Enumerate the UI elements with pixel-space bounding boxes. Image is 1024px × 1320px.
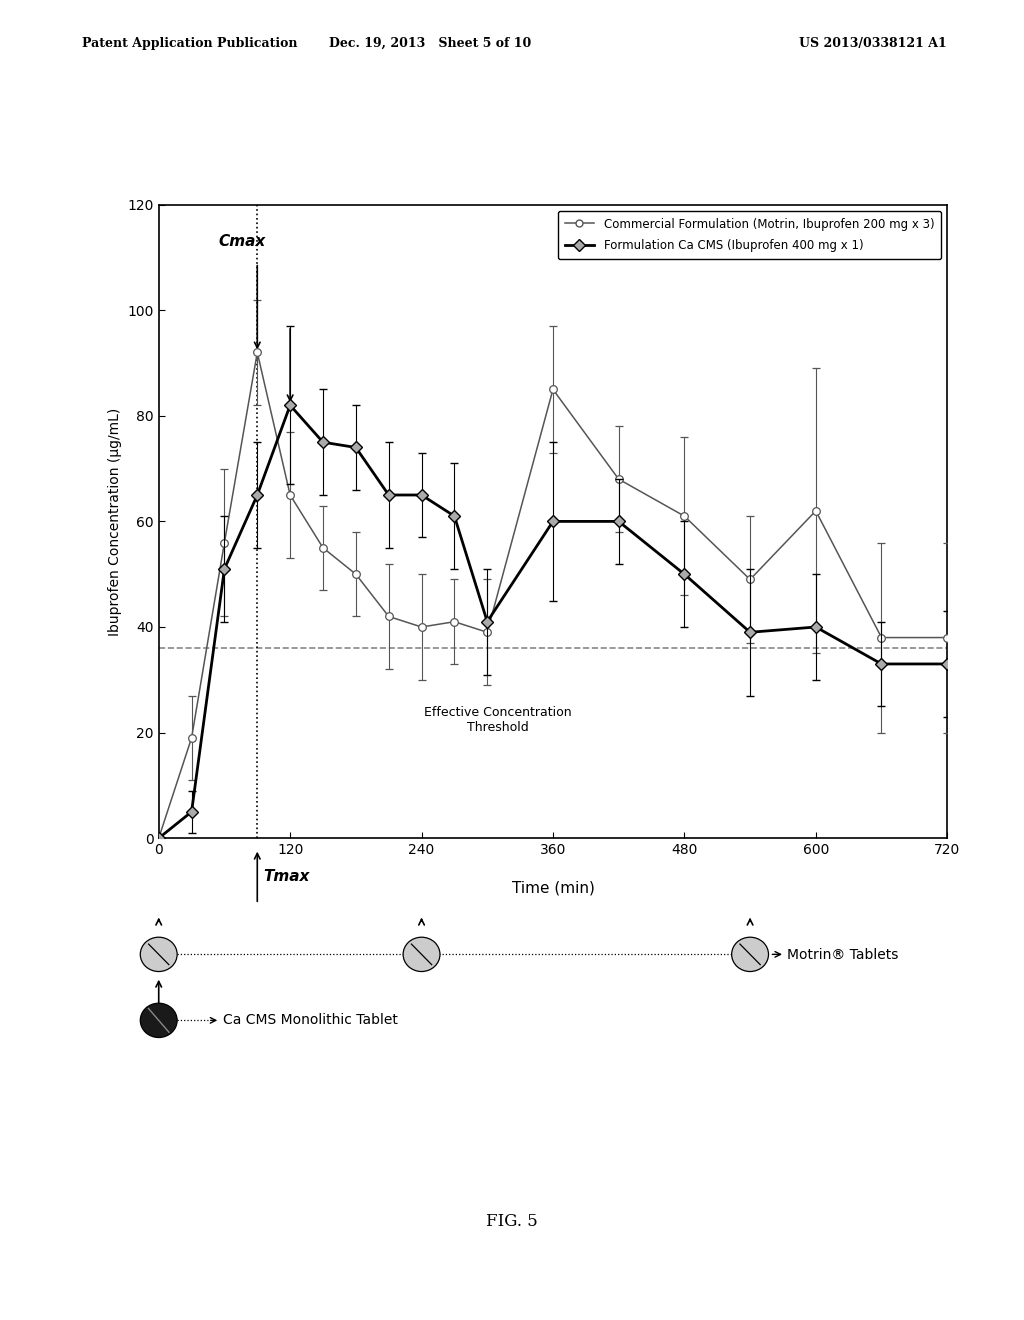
Text: Tmax: Tmax — [263, 869, 310, 884]
Legend: Commercial Formulation (Motrin, Ibuprofen 200 mg x 3), Formulation Ca CMS (Ibupr: Commercial Formulation (Motrin, Ibuprofe… — [557, 210, 941, 259]
Text: Patent Application Publication: Patent Application Publication — [82, 37, 297, 50]
Text: Cmax: Cmax — [219, 234, 266, 249]
Text: FIG. 5: FIG. 5 — [486, 1213, 538, 1229]
Text: US 2013/0338121 A1: US 2013/0338121 A1 — [800, 37, 947, 50]
Text: Ca CMS Monolithic Tablet: Ca CMS Monolithic Tablet — [223, 1014, 398, 1027]
Text: Motrin® Tablets: Motrin® Tablets — [787, 948, 898, 961]
Y-axis label: Ibuprofen Concentration (μg/mL): Ibuprofen Concentration (μg/mL) — [108, 408, 122, 635]
Text: Time (min): Time (min) — [512, 880, 594, 895]
Text: Effective Concentration
Threshold: Effective Concentration Threshold — [424, 706, 572, 734]
Text: Dec. 19, 2013   Sheet 5 of 10: Dec. 19, 2013 Sheet 5 of 10 — [329, 37, 531, 50]
